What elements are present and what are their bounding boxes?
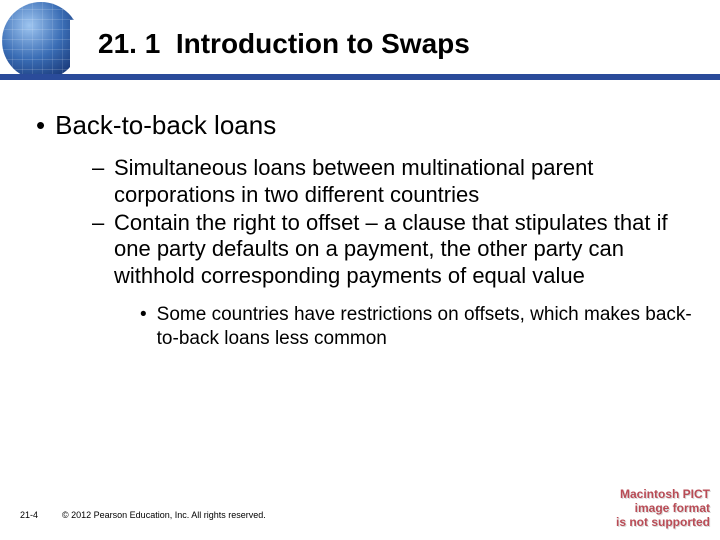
bullet-dash-icon: –: [92, 210, 104, 289]
bullet-dot-icon: •: [140, 303, 147, 352]
page-number: 21-4: [20, 510, 38, 520]
slide-body: • Back-to-back loans – Simultaneous loan…: [36, 110, 692, 352]
bullet-dash-icon: –: [92, 155, 104, 208]
slide-title: 21. 1 Introduction to Swaps: [98, 28, 470, 60]
section-number: 21. 1: [98, 28, 160, 59]
bullet-level-1: • Back-to-back loans: [36, 110, 692, 141]
bullet-level-1-text: Back-to-back loans: [55, 110, 276, 141]
missing-image-line: is not supported: [550, 516, 710, 530]
bullet-level-2: – Simultaneous loans between multination…: [92, 155, 692, 208]
missing-image-placeholder: Macintosh PICT image format is not suppo…: [550, 488, 710, 532]
missing-image-line: image format: [550, 502, 710, 516]
bullet-level-2-text: Simultaneous loans between multinational…: [114, 155, 692, 208]
bullet-level-3: • Some countries have restrictions on of…: [140, 303, 692, 352]
title-bar: 21. 1 Introduction to Swaps: [70, 20, 690, 68]
copyright-text: © 2012 Pearson Education, Inc. All right…: [62, 510, 266, 520]
globe-icon: [2, 2, 80, 80]
section-title-text: Introduction to Swaps: [176, 28, 470, 59]
title-underline: [0, 74, 720, 80]
bullet-level-2-text: Contain the right to offset – a clause t…: [114, 210, 692, 289]
bullet-level-3-text: Some countries have restrictions on offs…: [157, 303, 692, 352]
bullet-level-2: – Contain the right to offset – a clause…: [92, 210, 692, 289]
bullet-dot-icon: •: [36, 110, 45, 141]
missing-image-line: Macintosh PICT: [550, 488, 710, 502]
